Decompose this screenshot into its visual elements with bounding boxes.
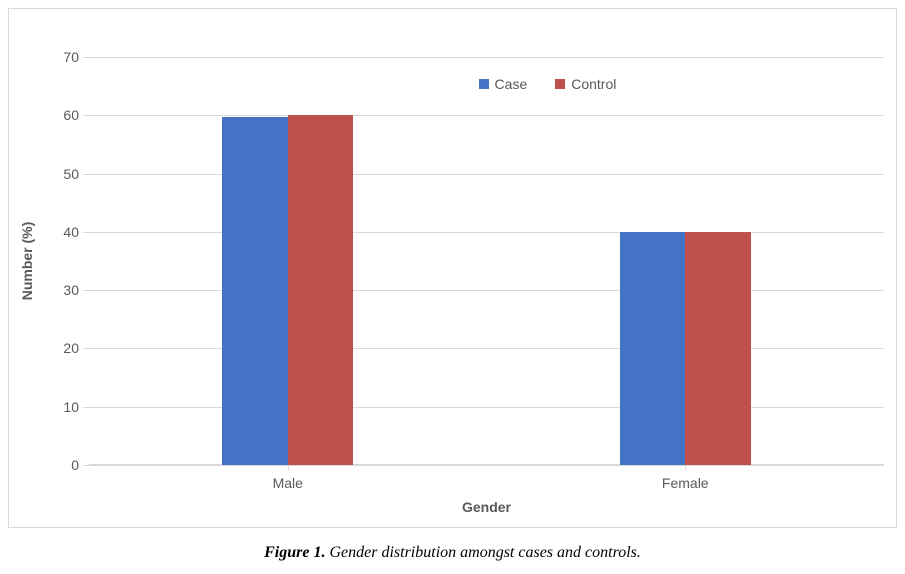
legend: Case Control [479, 76, 617, 92]
x-axis-title: Gender [462, 499, 511, 515]
legend-label: Control [571, 76, 616, 92]
gridline [89, 465, 884, 466]
y-tick-label: 60 [63, 107, 89, 123]
gridline [89, 290, 884, 291]
x-axis-line [89, 464, 884, 465]
figure-container: 010203040506070MaleFemale Number (%) Gen… [0, 0, 905, 574]
bar [620, 232, 686, 465]
y-tick-label: 40 [63, 224, 89, 240]
y-tick-label: 70 [63, 49, 89, 65]
gridline [89, 57, 884, 58]
gridline [89, 174, 884, 175]
y-tick-label: 20 [63, 340, 89, 356]
y-tick-label: 50 [63, 166, 89, 182]
legend-swatch [555, 79, 565, 89]
y-tick-label: 10 [63, 399, 89, 415]
gridline [89, 407, 884, 408]
gridline [89, 115, 884, 116]
y-tick-label: 0 [71, 457, 89, 473]
caption-text: Gender distribution amongst cases and co… [329, 544, 640, 561]
chart-frame: 010203040506070MaleFemale Number (%) Gen… [8, 8, 897, 528]
legend-swatch [479, 79, 489, 89]
bar [685, 232, 751, 465]
legend-item: Case [479, 76, 528, 92]
y-tick-label: 30 [63, 282, 89, 298]
plot-area: 010203040506070MaleFemale [89, 57, 884, 465]
gridline [89, 232, 884, 233]
legend-label: Case [495, 76, 528, 92]
figure-caption: Figure 1. Gender distribution amongst ca… [0, 544, 905, 562]
y-axis-title: Number (%) [19, 222, 35, 301]
gridline [89, 348, 884, 349]
legend-item: Control [555, 76, 616, 92]
x-tick-label: Male [273, 465, 303, 491]
x-tick-label: Female [662, 465, 709, 491]
bar [222, 117, 288, 465]
bar [288, 115, 354, 465]
caption-label: Figure 1. [264, 544, 325, 561]
